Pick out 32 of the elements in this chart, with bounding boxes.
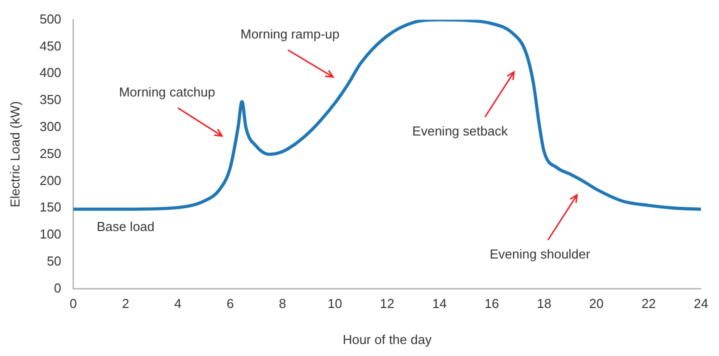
x-tick-label: 24 [694, 296, 708, 312]
y-tick-label: 350 [40, 92, 62, 108]
x-tick-label: 20 [589, 296, 604, 312]
x-tick-label: 12 [380, 296, 394, 312]
y-axis-title: Electric Load (kW) [7, 101, 22, 208]
annotation: Base load [96, 218, 155, 234]
y-tick-label: 500 [40, 11, 62, 26]
annotation: Evening shoulder [490, 246, 591, 262]
y-tick-label: 150 [40, 200, 62, 215]
x-tick-label: 8 [278, 296, 286, 312]
y-tick-label: 400 [40, 65, 62, 80]
y-tick-label: 250 [40, 146, 62, 161]
x-tick-label: 16 [484, 296, 499, 312]
annotation: Evening setback [412, 124, 508, 139]
annotation: Morning catchup [118, 84, 216, 100]
x-tick-label: 6 [226, 296, 234, 312]
y-tick-label: 100 [40, 226, 62, 242]
y-tick-label: 300 [40, 118, 62, 134]
x-tick-label: 10 [328, 296, 342, 312]
line-series [73, 20, 701, 211]
x-tick-label: 18 [536, 296, 552, 312]
x-tick-label: 22 [641, 296, 656, 312]
x-axis-title: Hour of the day [342, 332, 432, 347]
y-tick-label: 50 [46, 253, 62, 268]
x-tick-label: 4 [174, 296, 182, 312]
y-tick-label: 0 [54, 280, 62, 296]
x-tick-label: 0 [70, 296, 77, 312]
y-tick-label: 200 [40, 172, 62, 188]
annotation: Morning ramp-up [240, 26, 340, 42]
x-tick-label: 2 [122, 296, 130, 312]
x-tick-label: 14 [432, 296, 447, 312]
y-tick-label: 450 [40, 38, 62, 54]
